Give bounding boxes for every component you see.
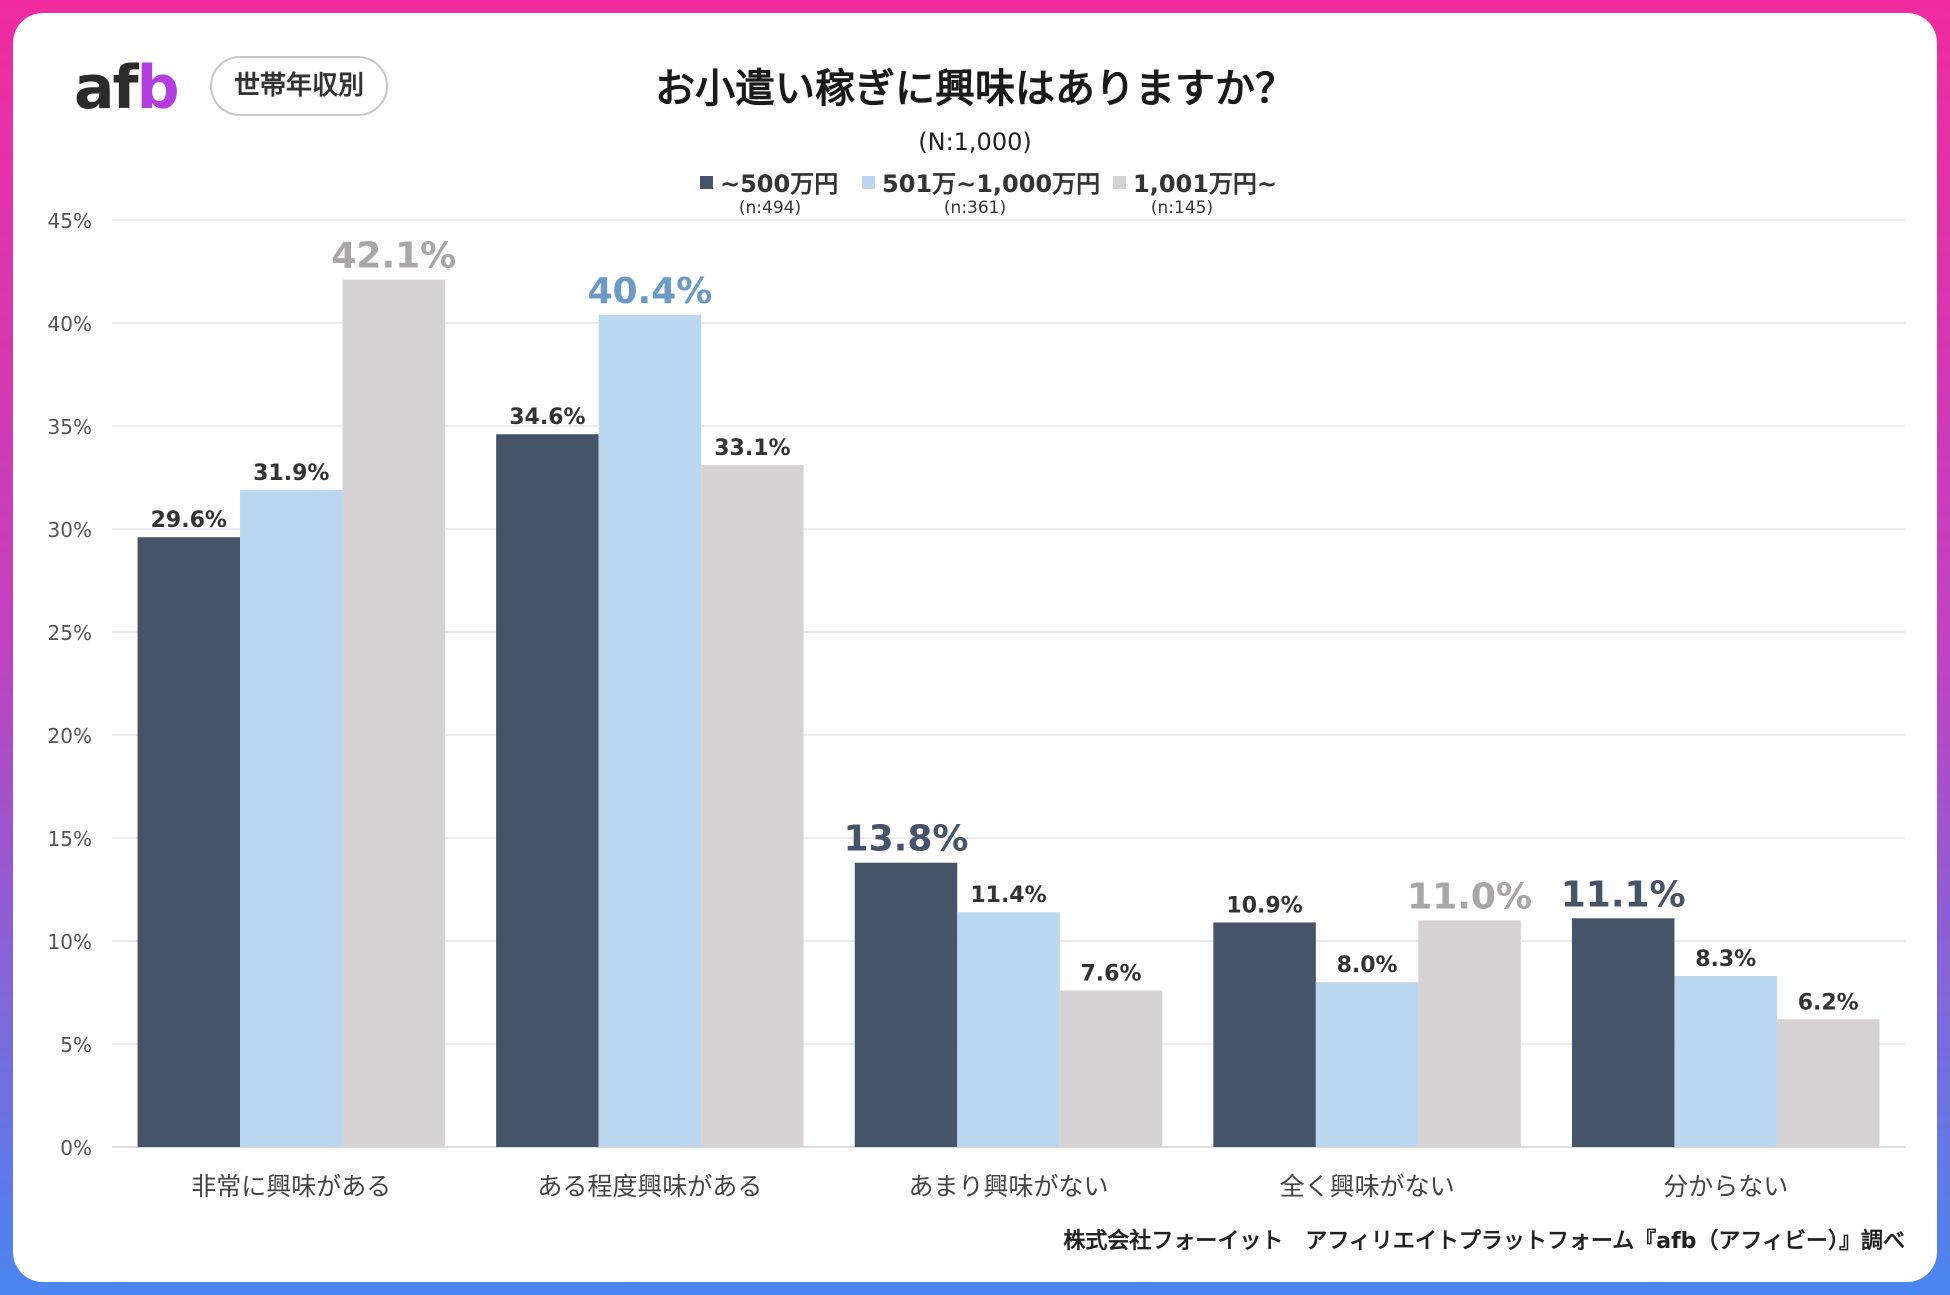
y-tick-label: 35% [48,415,92,439]
legend: ~500万円(n:494) 501万~1,000万円(n:361) 1,001万円~… [700,170,1277,218]
legend-swatch-3 [1113,176,1126,189]
legend-swatch-1 [700,176,713,189]
y-tick-label: 20% [48,724,92,748]
bar-2-series-3 [701,465,804,1147]
data-label: 7.6% [1080,961,1141,986]
bar-2-series-2 [598,314,702,1147]
data-label-highlight: 11.0% [1407,876,1532,917]
data-label: 31.9% [253,461,329,486]
y-tick-label: 15% [48,827,92,851]
bar-4-series-3 [1418,920,1521,1147]
data-label: 10.9% [1226,893,1302,918]
legend-label-1: ~500万円 [720,170,838,198]
data-label: 33.1% [714,436,790,461]
data-label-highlight: 40.4% [587,271,712,312]
legend-n-3: (n:145) [1151,198,1213,218]
source-note: 株式会社フォーイット アフィリエイトプラットフォーム『afb（アフィビー）』調べ [1063,1228,1905,1254]
data-label-highlight: 42.1% [331,236,456,277]
bar-2-series-1 [496,434,599,1147]
legend-label-2: 501万~1,000万円 [882,170,1100,198]
x-tick-label: 非常に興味がある [191,1172,391,1201]
data-label: 6.2% [1798,990,1859,1015]
bar-5-series-3 [1776,1019,1880,1147]
data-label: 34.6% [509,405,585,430]
chart-subtitle: (N:1,000) [918,128,1031,156]
bars [137,279,1880,1147]
data-labels: 29.6% 31.9% 42.1% 34.6% 40.4% 33.1% 13.8%11.4%… [151,236,1859,1016]
data-label: 8.3% [1695,947,1756,972]
bar-5-series-1 [1571,918,1675,1147]
x-axis-ticks: 非常に興味がある ある程度興味がある あまり興味がない 全く興味がない 分からない [191,1172,1788,1201]
y-tick-label: 40% [48,312,92,336]
chart-title: お小遣い稼ぎに興味はありますか？ [655,66,1295,112]
y-tick-label: 0% [60,1136,92,1160]
data-label-highlight: 13.8% [844,819,969,860]
bar-3-series-3 [1059,990,1163,1147]
legend-n-2: (n:361) [944,198,1006,218]
y-tick-label: 10% [48,930,92,954]
x-tick-label: 全く興味がない [1280,1172,1455,1201]
y-tick-label: 5% [60,1033,92,1057]
bar-5-series-2 [1674,976,1777,1147]
data-label: 11.4% [970,883,1046,908]
bar-1-series-3 [342,279,446,1147]
bar-3-series-1 [854,862,958,1147]
y-tick-label: 30% [48,518,92,542]
afb-logo: afb [74,53,180,123]
x-tick-label: あまり興味がない [908,1172,1108,1201]
bar-1-series-1 [137,537,241,1147]
x-tick-label: ある程度興味がある [537,1172,762,1201]
legend-label-3: 1,001万円~ [1133,170,1277,198]
bar-4-series-2 [1315,982,1419,1147]
x-tick-label: 分からない [1663,1172,1788,1201]
segment-badge: 世帯年収別 [210,56,388,116]
legend-swatch-2 [862,176,875,189]
bar-1-series-2 [240,489,343,1147]
bar-3-series-2 [957,912,1060,1147]
y-axis-ticks: 0% 5% 10% 15% 20% 25% 30% 35% 40% 45% [48,209,92,1160]
y-tick-label: 25% [48,621,92,645]
legend-n-1: (n:494) [739,198,801,218]
data-label: 8.0% [1337,953,1398,978]
data-label: 29.6% [151,508,227,533]
data-label-highlight: 11.1% [1561,874,1686,915]
y-tick-label: 45% [48,209,92,233]
bar-4-series-1 [1213,922,1316,1147]
